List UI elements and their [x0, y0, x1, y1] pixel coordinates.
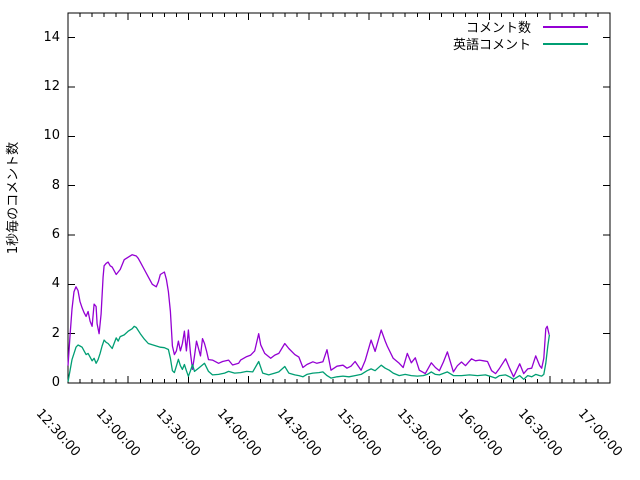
legend-line-sample-comments [543, 25, 588, 28]
legend-entry-comments: コメント数 [453, 18, 588, 36]
legend: コメント数 英語コメント [452, 18, 588, 53]
legend-line-sample-english-comments [543, 42, 588, 45]
y-axis-title: 1秒毎のコメント数 [6, 141, 21, 255]
y-tick-label: 4 [51, 276, 60, 292]
y-tick-label: 6 [51, 227, 60, 242]
series-line-1 [67, 325, 551, 382]
series-line-0 [67, 254, 550, 378]
y-tick-label: 0 [51, 375, 60, 390]
legend-label-comments: コメント数 [465, 21, 531, 36]
y-tick-label: 10 [43, 128, 60, 144]
legend-entry-english-comments: 英語コメント [452, 35, 588, 53]
legend-label-english-comments: 英語コメント [452, 38, 531, 53]
plot-frame [67, 12, 611, 384]
y-tick-label: 8 [51, 177, 60, 193]
y-tick-label: 2 [51, 325, 60, 341]
y-tick-label: 12 [43, 79, 60, 94]
y-tick-label: 14 [43, 29, 60, 45]
